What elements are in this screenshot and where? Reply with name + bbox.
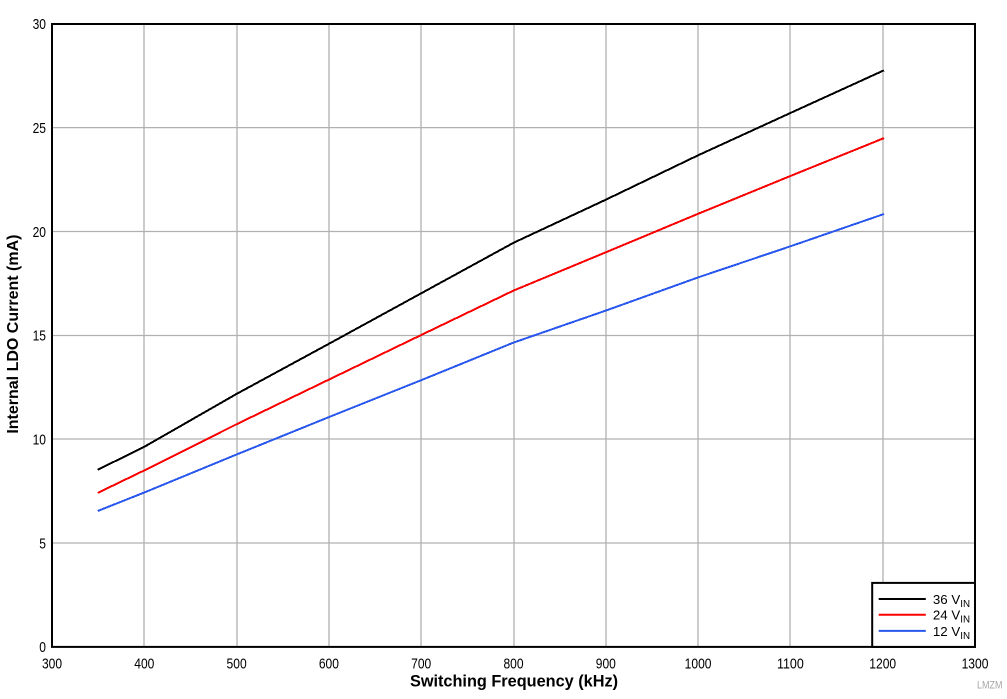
svg-text:1100: 1100 <box>777 656 804 672</box>
svg-text:300: 300 <box>42 656 62 672</box>
svg-text:20: 20 <box>33 225 46 241</box>
svg-text:500: 500 <box>227 656 247 672</box>
svg-text:1000: 1000 <box>685 656 712 672</box>
svg-text:1300: 1300 <box>962 656 989 672</box>
svg-text:5: 5 <box>39 536 46 552</box>
svg-text:700: 700 <box>411 656 431 672</box>
svg-text:25: 25 <box>33 121 46 137</box>
svg-text:600: 600 <box>319 656 339 672</box>
svg-text:Internal LDO Current (mA): Internal LDO Current (mA) <box>5 235 22 434</box>
svg-text:30: 30 <box>33 17 46 33</box>
svg-text:400: 400 <box>134 656 154 672</box>
svg-text:1200: 1200 <box>869 656 896 672</box>
svg-text:15: 15 <box>33 329 46 345</box>
svg-text:900: 900 <box>596 656 616 672</box>
svg-text:Switching Frequency (kHz): Switching Frequency (kHz) <box>410 672 618 690</box>
svg-text:800: 800 <box>503 656 523 672</box>
svg-text:LMZM: LMZM <box>977 679 1003 691</box>
svg-text:10: 10 <box>33 433 46 449</box>
svg-text:0: 0 <box>39 640 46 656</box>
